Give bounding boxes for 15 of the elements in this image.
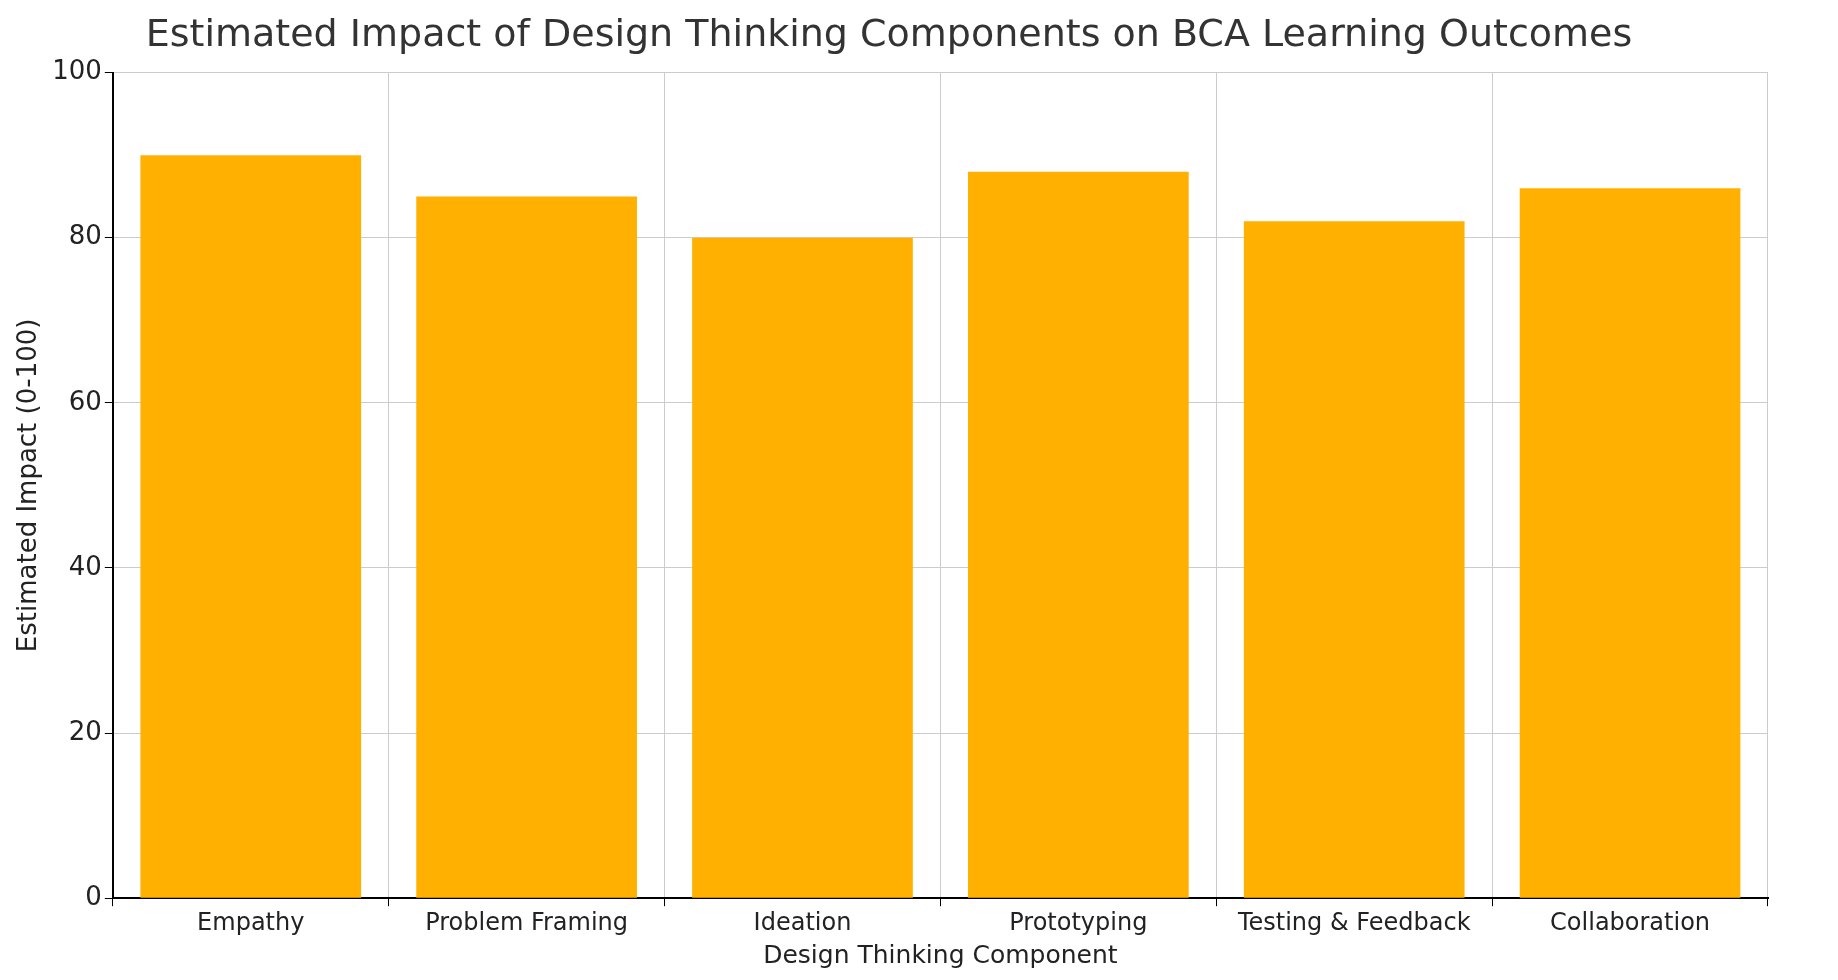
y-tick-label: 0 — [85, 880, 102, 911]
y-tick-label: 80 — [68, 220, 102, 251]
y-tick-label: 40 — [68, 550, 102, 581]
chart-title: Estimated Impact of Design Thinking Components on BCA Learning Outcomes — [145, 10, 1633, 55]
x-axis-title: Design Thinking Component — [763, 939, 1118, 969]
y-tick-label: 100 — [52, 55, 102, 86]
y-axis-title: Estimated Impact (0-100) — [12, 318, 43, 653]
x-tick-label: Problem Framing — [425, 907, 629, 936]
x-tick-label: Empathy — [197, 907, 305, 936]
x-tick-label: Testing & Feedback — [1236, 907, 1471, 936]
y-tick-label: 60 — [68, 385, 102, 416]
x-tick-label: Collaboration — [1550, 907, 1711, 936]
x-tick-label: Ideation — [753, 907, 852, 936]
x-tick-label: Prototyping — [1009, 907, 1148, 936]
y-tick-label: 20 — [68, 715, 102, 746]
